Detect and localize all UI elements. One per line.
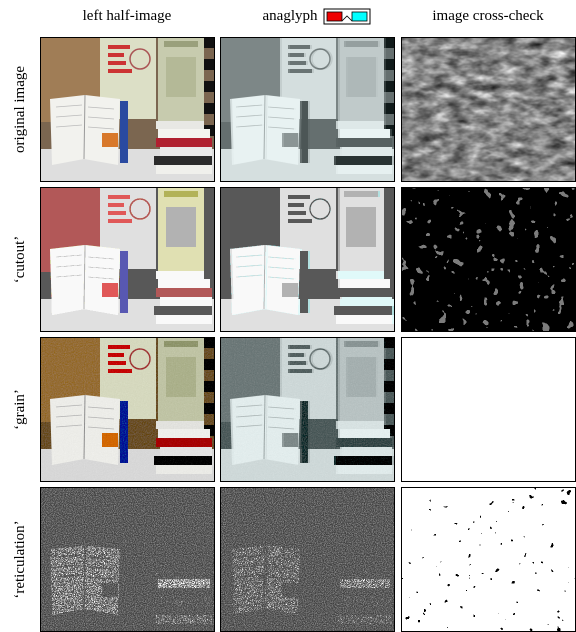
image-panel [401,187,576,332]
image-panel [220,187,395,332]
image-panel [401,337,576,482]
image-panel [220,487,395,632]
anaglyph-icon [323,8,371,25]
column-header: left half-image [83,8,172,24]
image-grid [40,37,576,632]
column-header: anaglyph [263,8,318,24]
image-panel [40,187,215,332]
row-label: ‘reticulation’ [12,520,28,598]
row-label: ‘grain’ [12,389,28,430]
image-panel [220,37,395,182]
image-panel [40,487,215,632]
row-label: ‘cutout’ [12,236,28,283]
image-panel [40,337,215,482]
column-header: image cross-check [432,8,544,24]
image-panel [220,337,395,482]
image-panel [401,487,576,632]
image-panel [401,37,576,182]
image-panel [40,37,215,182]
row-label: original image [12,66,28,153]
